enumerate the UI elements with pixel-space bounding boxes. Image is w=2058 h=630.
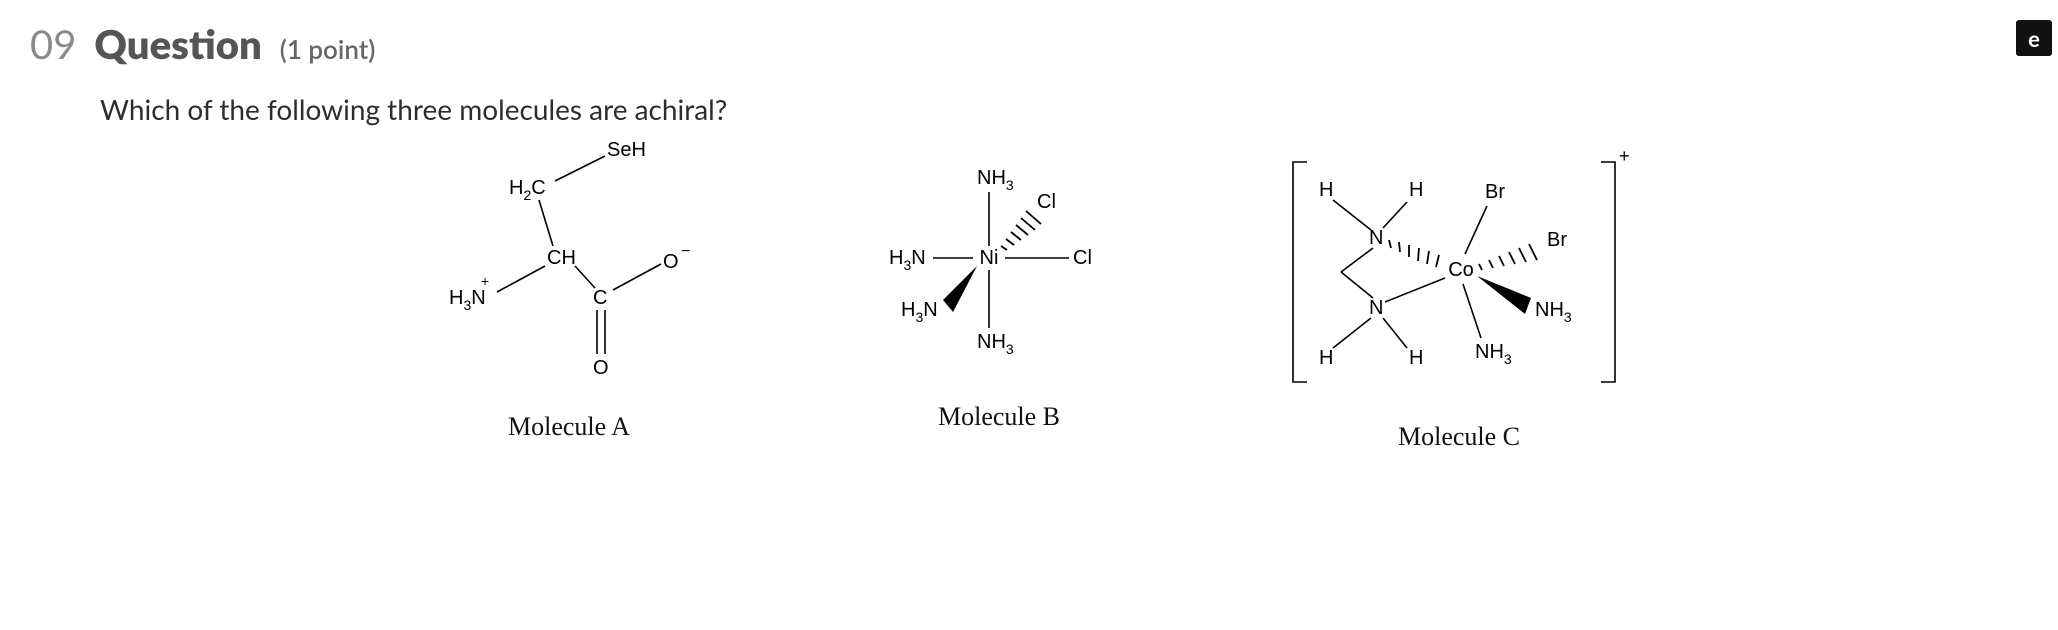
molecule-c-svg: + Co N N H H H H (1279, 136, 1639, 416)
moleculeB-Ni: Ni (980, 247, 999, 269)
moleculeC-Br2: Br (1547, 229, 1567, 251)
moleculeA-Cc: C (593, 287, 607, 309)
molecule-c-label: Molecule C (1398, 422, 1520, 452)
moleculeA-SeH: SeH (607, 139, 646, 161)
moleculeA-CH: CH (547, 247, 576, 269)
moleculeB-Cl-hash: Cl (1037, 191, 1056, 213)
moleculeA-minus: − (681, 243, 690, 260)
svg-text:H3N: H3N (901, 299, 938, 325)
question-points: (1 point) (280, 33, 376, 65)
svg-text:H2C: H2C (509, 177, 546, 203)
moleculeA-plus: + (481, 273, 489, 289)
molecule-a-svg: SeH H2C CH H3N + C O − O (419, 136, 719, 406)
molecule-row: SeH H2C CH H3N + C O − O (30, 136, 2028, 452)
molecule-b-svg: Ni NH3 NH3 Cl Cl H3N H3N (859, 136, 1139, 396)
question-header: 09 Question (1 point) (30, 20, 2028, 68)
moleculeC-N1: N (1369, 227, 1383, 249)
page-badge-icon: e (2016, 20, 2052, 56)
molecule-b-label: Molecule B (938, 402, 1060, 432)
svg-text:NH3: NH3 (977, 331, 1014, 357)
svg-text:H: H (1319, 179, 1333, 201)
svg-text:NH3: NH3 (977, 167, 1014, 193)
question-number: 09 (30, 20, 76, 68)
molecule-b-cell: Ni NH3 NH3 Cl Cl H3N H3N (859, 136, 1139, 452)
moleculeC-charge: + (1619, 146, 1630, 166)
svg-text:H: H (1409, 179, 1423, 201)
moleculeC-Br1: Br (1485, 181, 1505, 203)
svg-text:NH3: NH3 (1475, 341, 1512, 367)
molecule-a-cell: SeH H2C CH H3N + C O − O (419, 136, 719, 452)
svg-text:NH3: NH3 (1535, 299, 1572, 325)
svg-text:H3N: H3N (889, 247, 926, 273)
moleculeA-O: O (663, 251, 679, 273)
question-word: Question (94, 20, 261, 68)
svg-text:H3N: H3N (449, 287, 486, 313)
moleculeA-Od: O (593, 357, 609, 379)
page-badge-glyph: e (2028, 25, 2040, 52)
svg-text:H: H (1319, 347, 1333, 369)
moleculeC-N2: N (1369, 297, 1383, 319)
moleculeC-Co: Co (1448, 259, 1474, 281)
moleculeB-Cl-east: Cl (1073, 247, 1092, 269)
molecule-a-label: Molecule A (508, 412, 630, 442)
molecule-c-cell: + Co N N H H H H (1279, 136, 1639, 452)
question-prompt: Which of the following three molecules a… (100, 92, 2028, 126)
svg-text:H: H (1409, 347, 1423, 369)
